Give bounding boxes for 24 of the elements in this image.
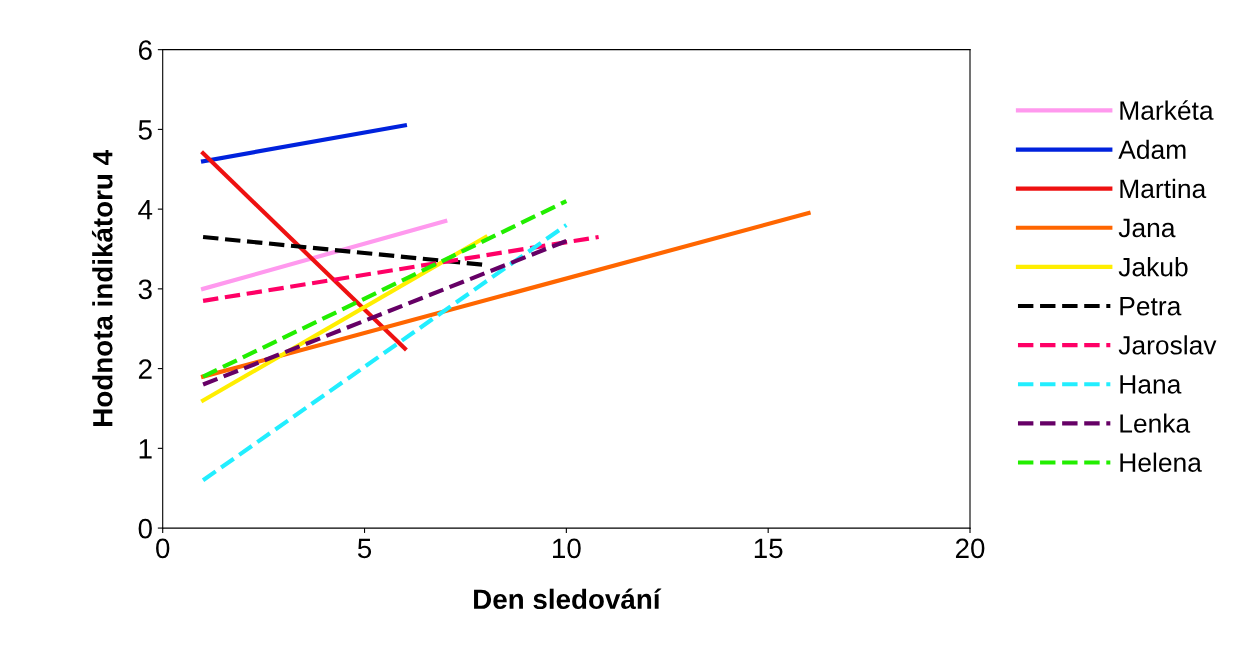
y-tick-label: 5 [138,120,152,140]
legend-label: Adam [1118,139,1186,160]
legend-label: Martina [1120,178,1207,199]
x-tick-label: 5 [357,538,372,559]
x-tick-label: 0 [156,538,170,559]
y-tick-label: 4 [138,200,153,220]
y-tick-label: 2 [138,359,152,379]
y-tick-label: 1 [139,439,152,459]
legend-label: Hana [1120,375,1182,394]
legend-label: Jana [1118,218,1176,238]
x-tick-label: 10 [553,538,581,559]
y-tick-label: 3 [138,279,152,300]
legend-label: Jakub [1118,257,1188,277]
legend-label: Lenka [1120,413,1191,433]
legend-label: Markéta [1120,100,1214,120]
y-tick-label: 6 [138,40,152,60]
legend-label: Petra [1120,297,1182,316]
x-axis-title: Den sledování [474,588,662,610]
y-tick-label: 0 [138,518,152,539]
x-tick-label: 20 [955,538,985,559]
legend-label: Jaroslav [1118,335,1217,355]
x-tick-label: 15 [754,538,783,559]
y-axis-title: Hodnota indikátoru 4 [91,150,113,426]
legend-label: Helena [1120,452,1202,472]
